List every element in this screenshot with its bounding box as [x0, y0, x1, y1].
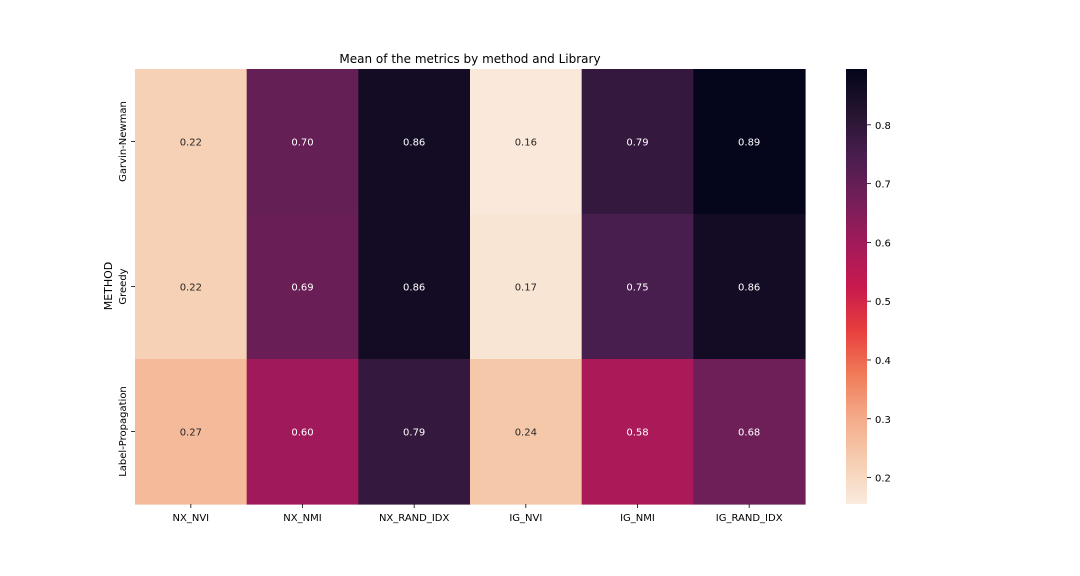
- heatmap-cell: [470, 359, 583, 505]
- colorbar-tick-label: 0.6: [875, 238, 891, 249]
- cell-value-label: 0.60: [291, 428, 313, 439]
- cell-value-label: 0.79: [403, 428, 425, 439]
- colorbar-tick-label: 0.4: [875, 356, 891, 367]
- heatmap-cell: [358, 359, 471, 505]
- heatmap-cell: [693, 359, 806, 505]
- heatmap-cell: [358, 69, 471, 215]
- cell-value-label: 0.86: [403, 283, 425, 294]
- heatmap-cell: [246, 359, 359, 505]
- y-tick-label: Garvin-Newman: [118, 101, 129, 182]
- cell-value-label: 0.79: [626, 138, 648, 149]
- cell-value-label: 0.58: [626, 428, 648, 439]
- heatmap-cell: [246, 214, 359, 360]
- heatmap-cell: [581, 359, 694, 505]
- heatmap-cell: [693, 69, 806, 215]
- heatmap-cell: [358, 214, 471, 360]
- heatmap-cell: [470, 69, 583, 215]
- cell-value-label: 0.68: [738, 428, 760, 439]
- x-tick-label: NX_RAND_IDX: [379, 513, 450, 524]
- chart-title: Mean of the metrics by method and Librar…: [339, 52, 600, 66]
- cell-value-label: 0.22: [180, 283, 202, 294]
- cell-value-label: 0.22: [180, 138, 202, 149]
- x-tick-label: NX_NMI: [283, 513, 321, 524]
- colorbar-tick-label: 0.5: [875, 297, 891, 308]
- y-axis-label: METHOD: [102, 262, 115, 311]
- heatmap-cell: [470, 214, 583, 360]
- x-tick-label: IG_NVI: [509, 513, 542, 524]
- cell-value-label: 0.16: [515, 138, 537, 149]
- heatmap-cell: [581, 69, 694, 215]
- colorbar-tick-label: 0.2: [875, 474, 891, 485]
- cell-value-label: 0.24: [515, 428, 537, 439]
- cell-value-label: 0.89: [738, 138, 760, 149]
- x-tick-label: IG_RAND_IDX: [716, 513, 783, 524]
- colorbar-tick-label: 0.8: [875, 121, 891, 132]
- heatmap-cell: [135, 359, 248, 505]
- y-tick-label: Greedy: [118, 268, 129, 304]
- heatmap-cell: [135, 214, 248, 360]
- cell-value-label: 0.70: [291, 138, 313, 149]
- cell-value-label: 0.17: [515, 283, 537, 294]
- cell-value-label: 0.86: [738, 283, 760, 294]
- heatmap-cell: [246, 69, 359, 215]
- colorbar: [846, 69, 867, 504]
- colorbar-tick-label: 0.3: [875, 415, 891, 426]
- heatmap-cell: [135, 69, 248, 215]
- colorbar-tick-label: 0.7: [875, 180, 891, 191]
- heatmap-cell: [693, 214, 806, 360]
- x-tick-label: NX_NVI: [173, 513, 210, 524]
- heatmap-cell: [581, 214, 694, 360]
- cell-value-label: 0.86: [403, 138, 425, 149]
- cell-value-label: 0.27: [180, 428, 202, 439]
- x-tick-label: IG_NMI: [620, 513, 655, 524]
- cell-value-label: 0.75: [626, 283, 648, 294]
- cell-value-label: 0.69: [291, 283, 313, 294]
- y-tick-label: Label-Propagation: [118, 386, 129, 477]
